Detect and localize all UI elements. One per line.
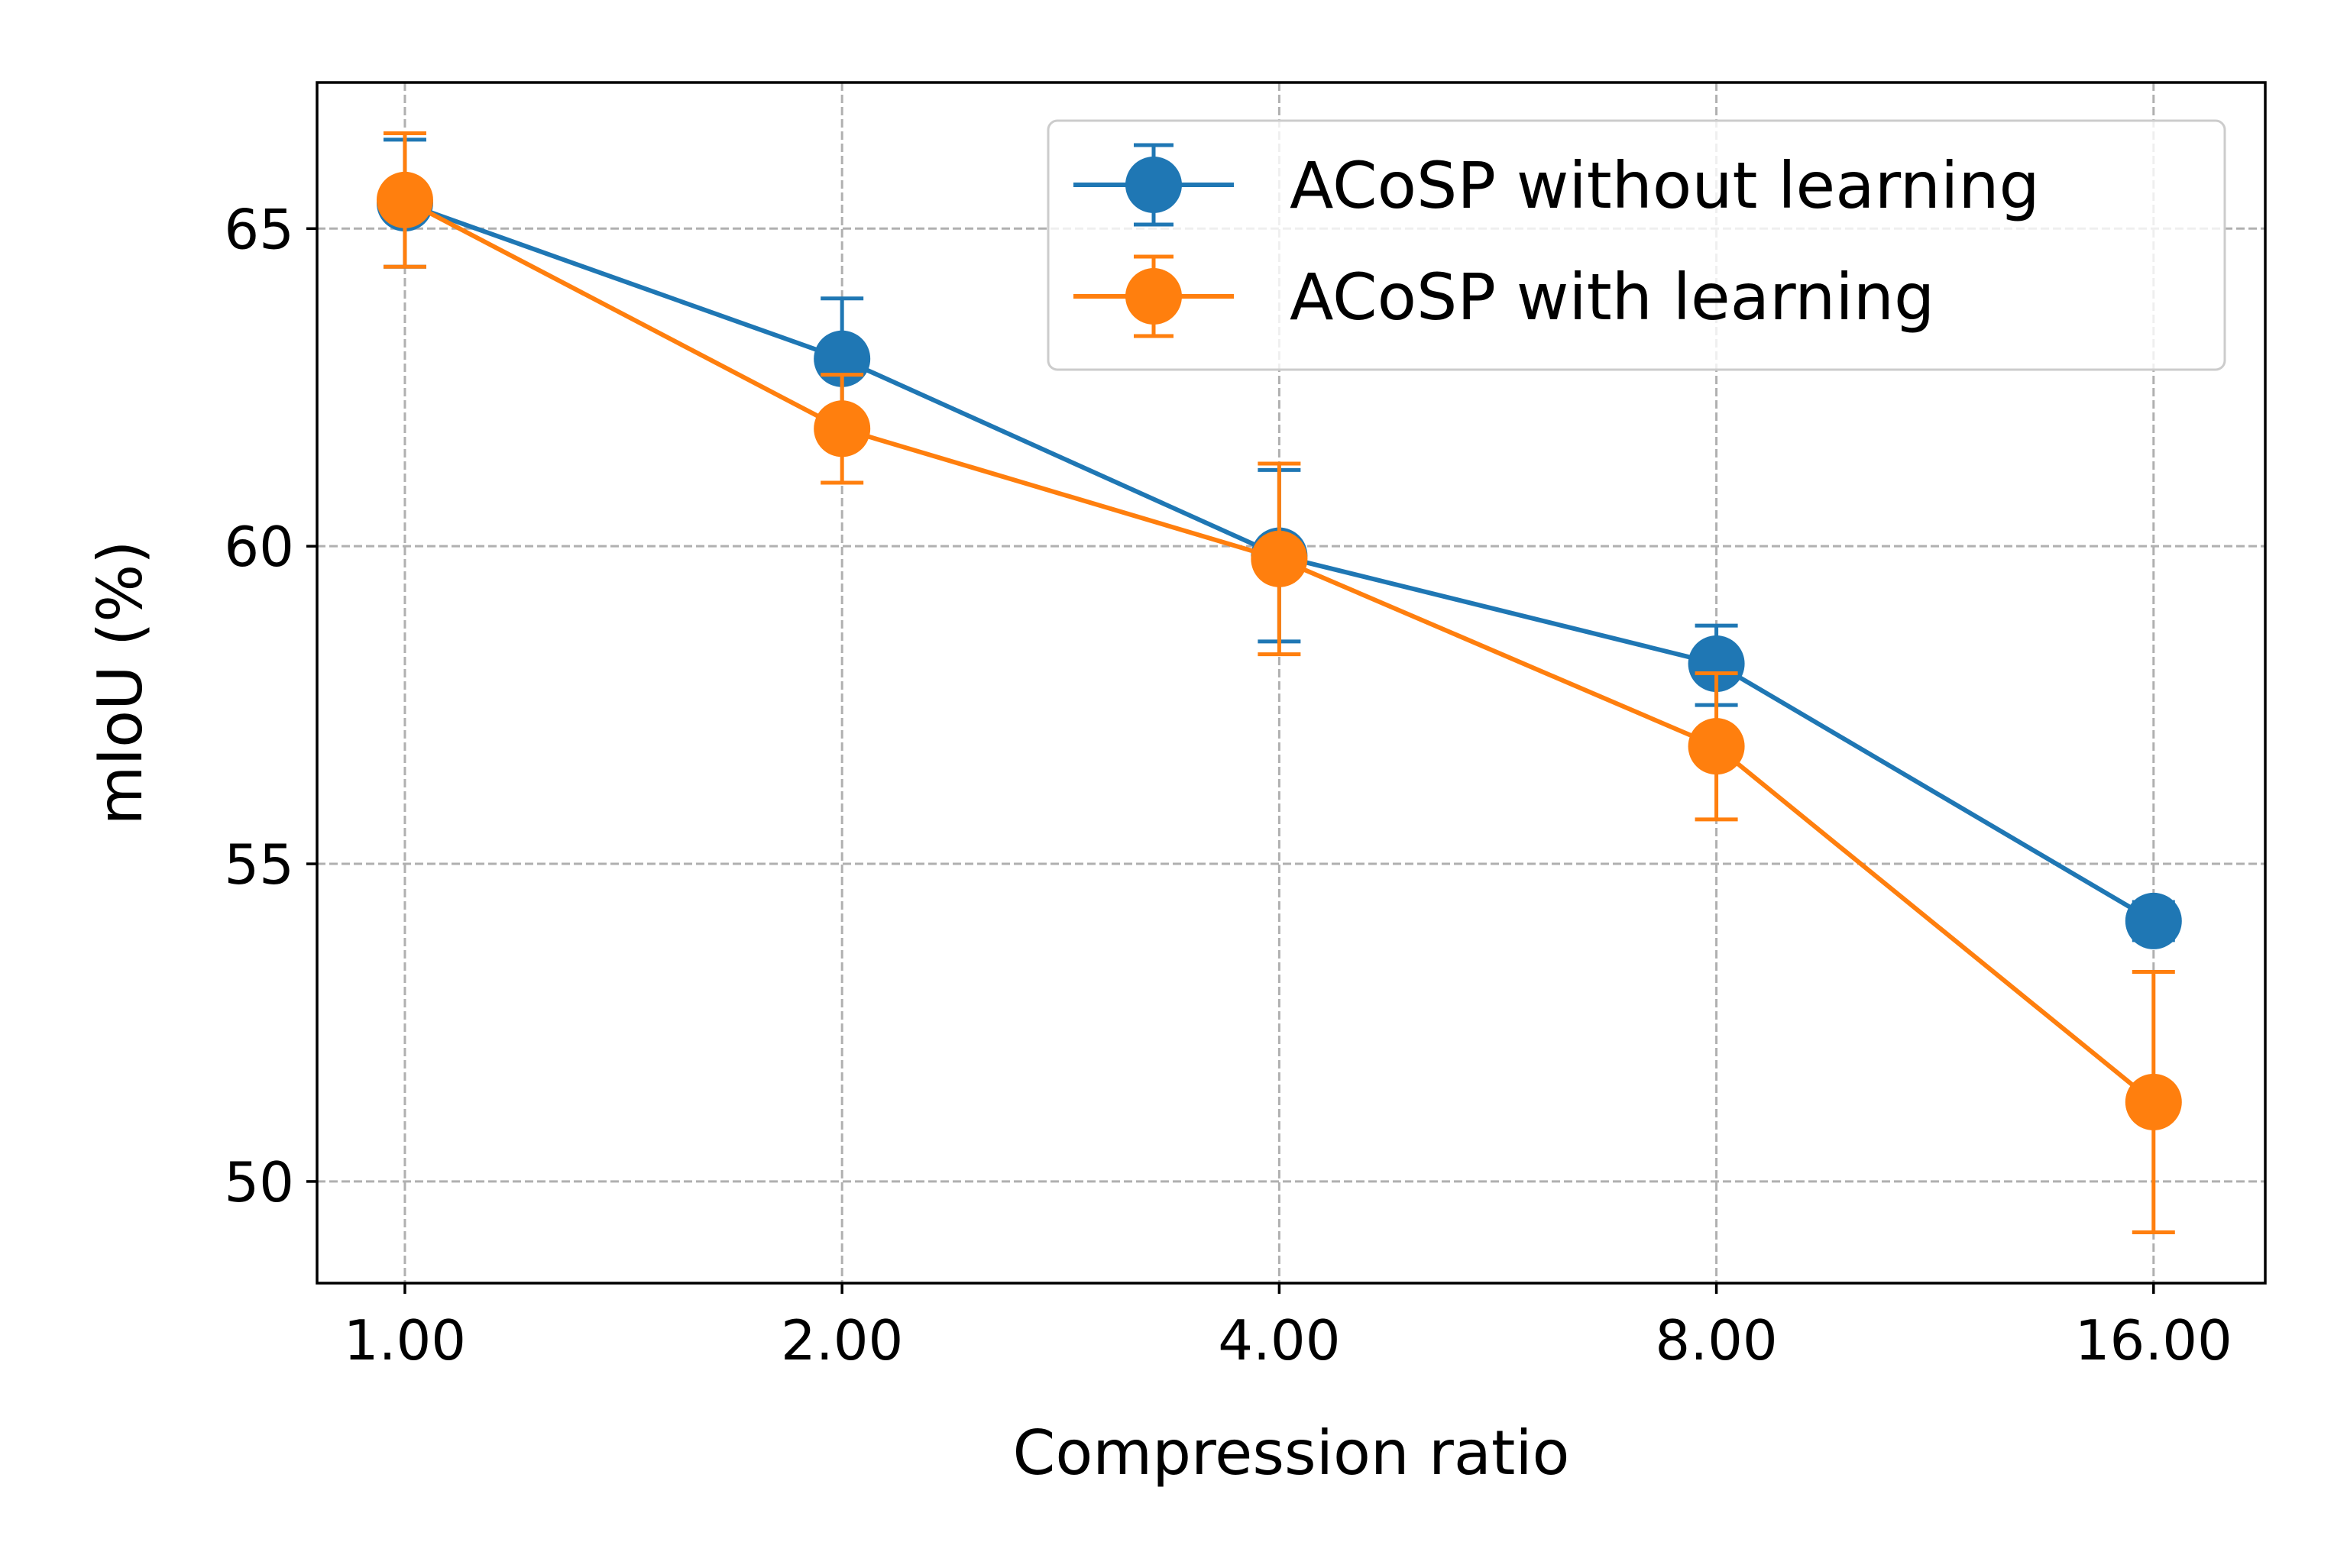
legend: ACoSP without learning ACoSP with learnin… [1047, 119, 2226, 371]
y-tick-label: 50 [224, 1150, 294, 1214]
legend-label: ACoSP without learning [1290, 148, 2040, 223]
data-point [1688, 718, 1745, 775]
data-point [2125, 1073, 2182, 1130]
legend-item: ACoSP without learning [1073, 143, 2040, 227]
plot-frame [316, 81, 2267, 1285]
x-axis-title: Compression ratio [1013, 1418, 1570, 1489]
data-point [814, 400, 871, 457]
data-point [1688, 635, 1745, 693]
data-point [2125, 892, 2182, 949]
x-tick-label: 2.00 [781, 1308, 903, 1372]
legend-box [1047, 119, 2226, 371]
x-tick-label: 1.00 [344, 1308, 466, 1372]
x-tick-label: 8.00 [1655, 1308, 1777, 1372]
legend-label: ACoSP with learning [1290, 260, 1934, 335]
x-tick-label: 4.00 [1218, 1308, 1340, 1372]
data-point [376, 171, 433, 228]
series-layer [376, 131, 2182, 1234]
data-point [1251, 530, 1308, 587]
legend-item: ACoSP with learning [1073, 254, 1934, 338]
x-tick-label: 16.00 [2075, 1308, 2232, 1372]
ticks: 1.00 2.00 4.00 8.00 16.00 50 55 60 65 [224, 197, 2232, 1372]
y-tick-label: 65 [224, 197, 294, 261]
legend-marker [1125, 268, 1182, 325]
y-tick-label: 55 [224, 832, 294, 897]
series-2 [376, 131, 2182, 1234]
y-tick-label: 60 [224, 515, 294, 579]
legend-marker [1125, 157, 1182, 213]
y-axis-title: mIoU (%) [85, 541, 156, 826]
